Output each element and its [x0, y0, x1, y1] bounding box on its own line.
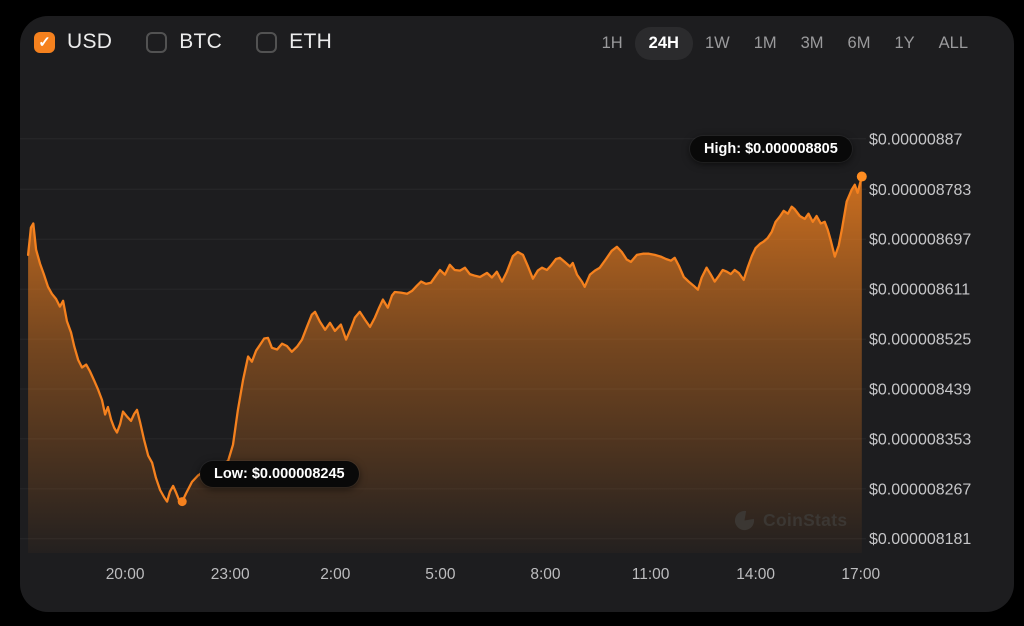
timeframe-6m[interactable]: 6M [836, 27, 883, 60]
timeframe-1w[interactable]: 1W [693, 27, 742, 60]
coinstats-watermark: CoinStats [733, 509, 847, 532]
y-axis-label: $0.000008525 [869, 332, 971, 349]
timeframe-1y[interactable]: 1Y [882, 27, 926, 60]
currency-toggle-usd[interactable]: ✓ USD [34, 30, 112, 54]
timeframe-1h[interactable]: 1H [590, 27, 635, 60]
y-axis-label: $0.000008439 [869, 381, 971, 398]
x-axis-label: 11:00 [632, 566, 670, 583]
y-axis-label: $0.00000887 [869, 131, 963, 148]
timeframe-selector: 1H 24H 1W 1M 3M 6M 1Y ALL [590, 27, 980, 60]
high-price-tooltip: High: $0.000008805 [690, 136, 852, 162]
currency-toggle-label: ETH [289, 30, 333, 53]
low-point-marker [177, 497, 187, 507]
timeframe-24h[interactable]: 24H [634, 27, 693, 60]
currency-toggle-label: BTC [179, 30, 223, 53]
coinstats-logo-icon [734, 510, 755, 531]
x-axis-label: 17:00 [841, 566, 880, 583]
check-icon: ✓ [38, 33, 51, 51]
currency-toggle-group: ✓ USD ✓ BTC ✓ ETH [34, 30, 332, 54]
price-line [26, 175, 863, 503]
y-axis-label: $0.000008267 [869, 481, 971, 498]
y-axis-label: $0.000008181 [869, 531, 971, 548]
y-axis-label: $0.000008697 [869, 232, 971, 249]
y-axis-label: $0.000008611 [869, 282, 970, 299]
watermark-label: CoinStats [763, 510, 848, 530]
high-price-label: High: $0.000008805 [704, 141, 838, 157]
x-axis-label: 14:00 [736, 566, 775, 583]
y-axis-label: $0.000008353 [869, 431, 971, 448]
price-area-fill [28, 176, 862, 553]
x-axis-label: 2:00 [320, 566, 351, 583]
checkbox-checked-icon[interactable]: ✓ [34, 31, 55, 53]
x-axis-label: 5:00 [425, 566, 456, 583]
timeframe-3m[interactable]: 3M [789, 27, 836, 60]
x-axis-label: 23:00 [211, 566, 250, 583]
low-price-tooltip: Low: $0.000008245 [200, 461, 359, 487]
currency-toggle-label: USD [67, 30, 113, 53]
x-axis-label: 20:00 [106, 566, 145, 583]
low-price-label: Low: $0.000008245 [214, 466, 345, 482]
x-axis-label: 8:00 [530, 566, 561, 583]
timeframe-all[interactable]: ALL [927, 27, 980, 60]
high-point-marker [856, 171, 867, 182]
checkbox-unchecked-icon[interactable]: ✓ [256, 31, 278, 53]
currency-toggle-eth[interactable]: ✓ ETH [256, 30, 332, 54]
y-axis-label: $0.000008783 [869, 182, 971, 199]
currency-toggle-btc[interactable]: ✓ BTC [146, 30, 222, 54]
checkbox-unchecked-icon[interactable]: ✓ [146, 31, 168, 53]
timeframe-1m[interactable]: 1M [742, 27, 789, 60]
